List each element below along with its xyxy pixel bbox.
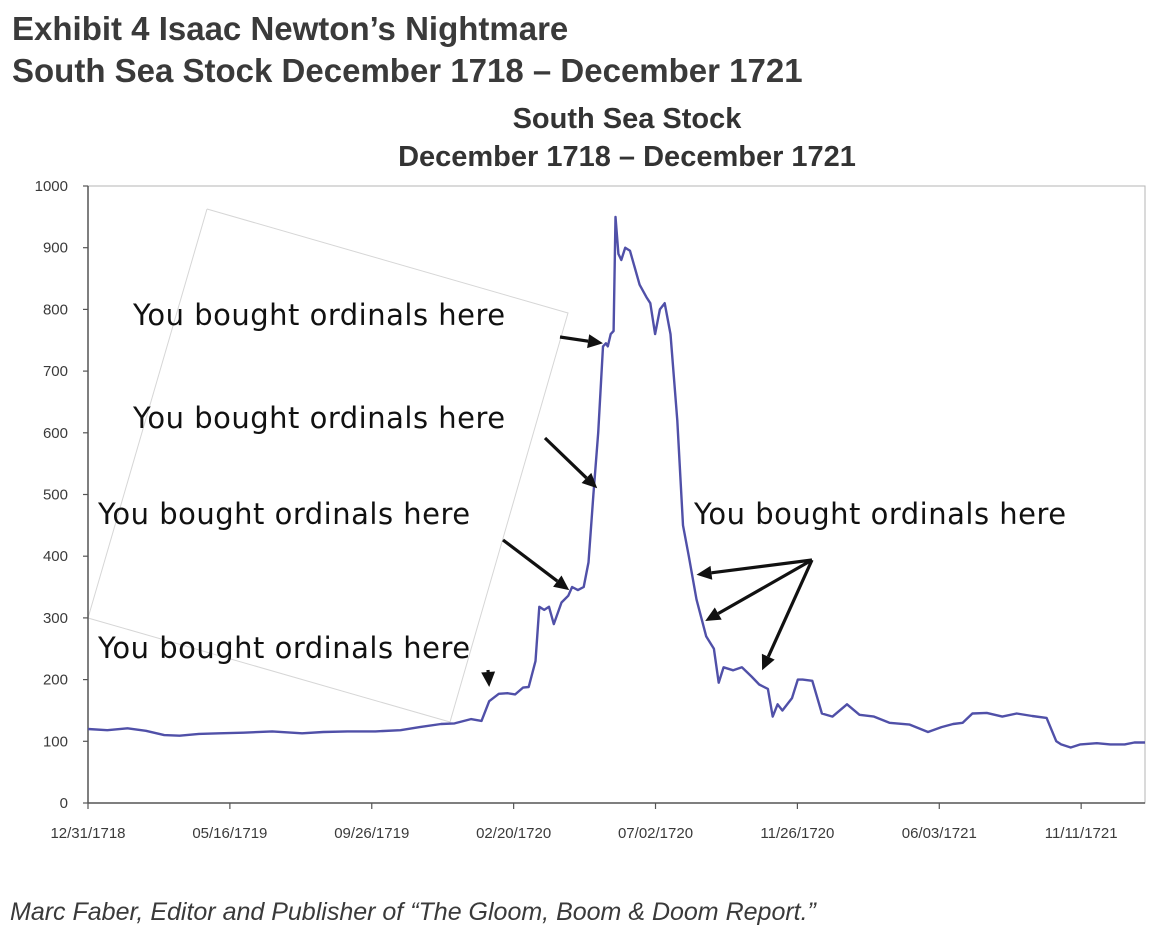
exhibit-header: Exhibit 4 Isaac Newton’s Nightmare South… <box>12 8 803 92</box>
annotation-arrowhead <box>481 671 496 687</box>
annotation-arrowhead <box>761 653 775 671</box>
x-tick-label: 12/31/1718 <box>50 825 125 842</box>
y-tick-label: 900 <box>43 240 68 257</box>
plot-frame <box>87 185 1146 804</box>
annotation-arrow <box>717 558 813 615</box>
chart-subtitle: December 1718 – December 1721 <box>398 141 856 173</box>
y-tick-label: 600 <box>43 425 68 442</box>
annotation-arrow <box>502 538 559 583</box>
annotation-arrowhead <box>587 334 603 349</box>
annotation-label: You bought ordinals here <box>693 497 1067 531</box>
annotation-arrow <box>559 335 589 343</box>
annotation-label: You bought ordinals here <box>97 497 471 531</box>
y-tick-label: 1000 <box>35 178 68 195</box>
y-tick-label: 100 <box>43 733 68 750</box>
annotation-arrow <box>543 436 588 480</box>
exhibit-subtitle: South Sea Stock December 1718 – December… <box>12 52 803 89</box>
chart-title: South Sea Stock <box>513 103 743 135</box>
exhibit-title: Exhibit 4 Isaac Newton’s Nightmare <box>12 10 569 47</box>
y-tick-label: 200 <box>43 672 68 689</box>
y-ticks: 0 100 200 300 400 500 600 700 800 900 1000 <box>35 178 88 812</box>
annotation-arrowhead <box>705 607 722 621</box>
annotation-arrowhead <box>553 575 570 591</box>
x-tick-label: 06/03/1721 <box>902 825 977 842</box>
annotation-overlay-outline <box>87 208 569 723</box>
x-tick-label: 02/20/1720 <box>476 825 551 842</box>
price-series-line <box>87 215 1145 749</box>
annotation-label: You bought ordinals here <box>132 298 506 332</box>
annotation-arrowhead <box>581 472 598 489</box>
x-ticks: 12/31/1718 05/16/1719 09/26/1719 02/20/1720… <box>50 803 1118 842</box>
annotation-arrow <box>711 558 813 575</box>
annotation-arrowhead <box>696 565 713 580</box>
x-tick-label: 11/11/1721 <box>1045 825 1118 842</box>
x-tick-label: 09/26/1719 <box>334 825 409 842</box>
annotation-arrow <box>766 559 814 658</box>
x-tick-label: 11/26/1720 <box>760 825 834 842</box>
y-tick-label: 500 <box>43 487 68 504</box>
y-tick-label: 700 <box>43 363 68 380</box>
source-credit: Marc Faber, Editor and Publisher of “The… <box>10 898 816 926</box>
annotation-label: You bought ordinals here <box>97 631 471 665</box>
x-tick-label: 07/02/1720 <box>618 825 693 842</box>
annotation-label: You bought ordinals here <box>132 401 506 435</box>
y-tick-label: 400 <box>43 548 68 565</box>
y-tick-label: 800 <box>43 301 68 318</box>
annotations: You bought ordinals here You bought ordin… <box>97 298 1067 687</box>
y-tick-label: 0 <box>60 795 68 812</box>
x-tick-label: 05/16/1719 <box>192 825 267 842</box>
y-tick-label: 300 <box>43 610 68 627</box>
